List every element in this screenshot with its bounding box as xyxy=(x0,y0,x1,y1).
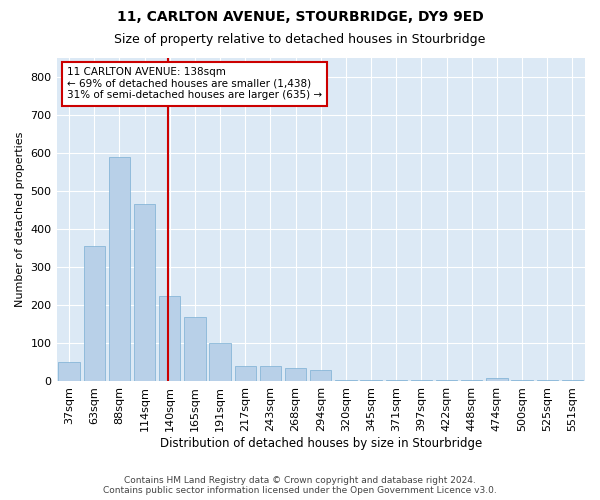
X-axis label: Distribution of detached houses by size in Stourbridge: Distribution of detached houses by size … xyxy=(160,437,482,450)
Bar xyxy=(83,246,105,382)
Bar xyxy=(361,380,382,382)
Bar xyxy=(436,380,457,382)
Bar xyxy=(285,368,307,382)
Bar xyxy=(310,370,331,382)
Bar xyxy=(461,380,482,382)
Bar xyxy=(109,156,130,382)
Bar xyxy=(386,380,407,382)
Bar xyxy=(536,380,558,382)
Bar xyxy=(58,362,80,382)
Bar xyxy=(260,366,281,382)
Bar xyxy=(562,380,583,382)
Bar xyxy=(184,316,206,382)
Bar xyxy=(235,366,256,382)
Bar xyxy=(209,344,231,382)
Text: Size of property relative to detached houses in Stourbridge: Size of property relative to detached ho… xyxy=(115,32,485,46)
Text: Contains HM Land Registry data © Crown copyright and database right 2024.
Contai: Contains HM Land Registry data © Crown c… xyxy=(103,476,497,495)
Bar xyxy=(159,296,181,382)
Text: 11, CARLTON AVENUE, STOURBRIDGE, DY9 9ED: 11, CARLTON AVENUE, STOURBRIDGE, DY9 9ED xyxy=(116,10,484,24)
Text: 11 CARLTON AVENUE: 138sqm
← 69% of detached houses are smaller (1,438)
31% of se: 11 CARLTON AVENUE: 138sqm ← 69% of detac… xyxy=(67,67,322,100)
Bar xyxy=(411,380,432,382)
Bar xyxy=(486,378,508,382)
Bar xyxy=(511,380,533,382)
Bar xyxy=(134,204,155,382)
Bar xyxy=(335,380,356,382)
Y-axis label: Number of detached properties: Number of detached properties xyxy=(15,132,25,307)
